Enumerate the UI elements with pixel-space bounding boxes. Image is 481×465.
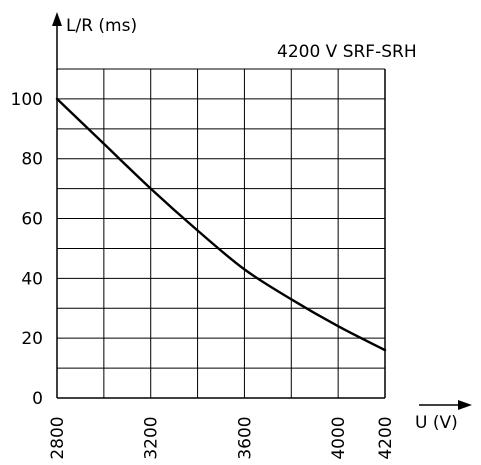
- chart-title: 4200 V SRF-SRH: [277, 42, 417, 62]
- y-axis-label: L/R (ms): [66, 16, 137, 36]
- y-tick-label: 100: [11, 90, 43, 110]
- x-tick-label: 3600: [235, 416, 255, 459]
- y-tick-label: 20: [21, 329, 43, 349]
- marks: 0 20 40 60 80 100 2800 3200 3600 4000 4200: [11, 90, 396, 460]
- y-tick-label: 0: [32, 389, 43, 409]
- y-tick-label: 60: [21, 210, 43, 230]
- series-line: [55, 97, 387, 352]
- x-axis-arrowhead-icon: [458, 400, 472, 410]
- y-axis-arrowhead-icon: [52, 12, 62, 26]
- grid: [56, 68, 386, 399]
- x-tick-label: 2800: [48, 416, 68, 459]
- y-tick-label: 80: [21, 150, 43, 170]
- y-tick-label: 40: [21, 269, 43, 289]
- x-tick-label: 4200: [376, 416, 396, 459]
- x-tick-label: 4000: [329, 416, 349, 459]
- x-tick-label: 3200: [142, 416, 162, 459]
- x-axis-label: U (V): [415, 413, 458, 433]
